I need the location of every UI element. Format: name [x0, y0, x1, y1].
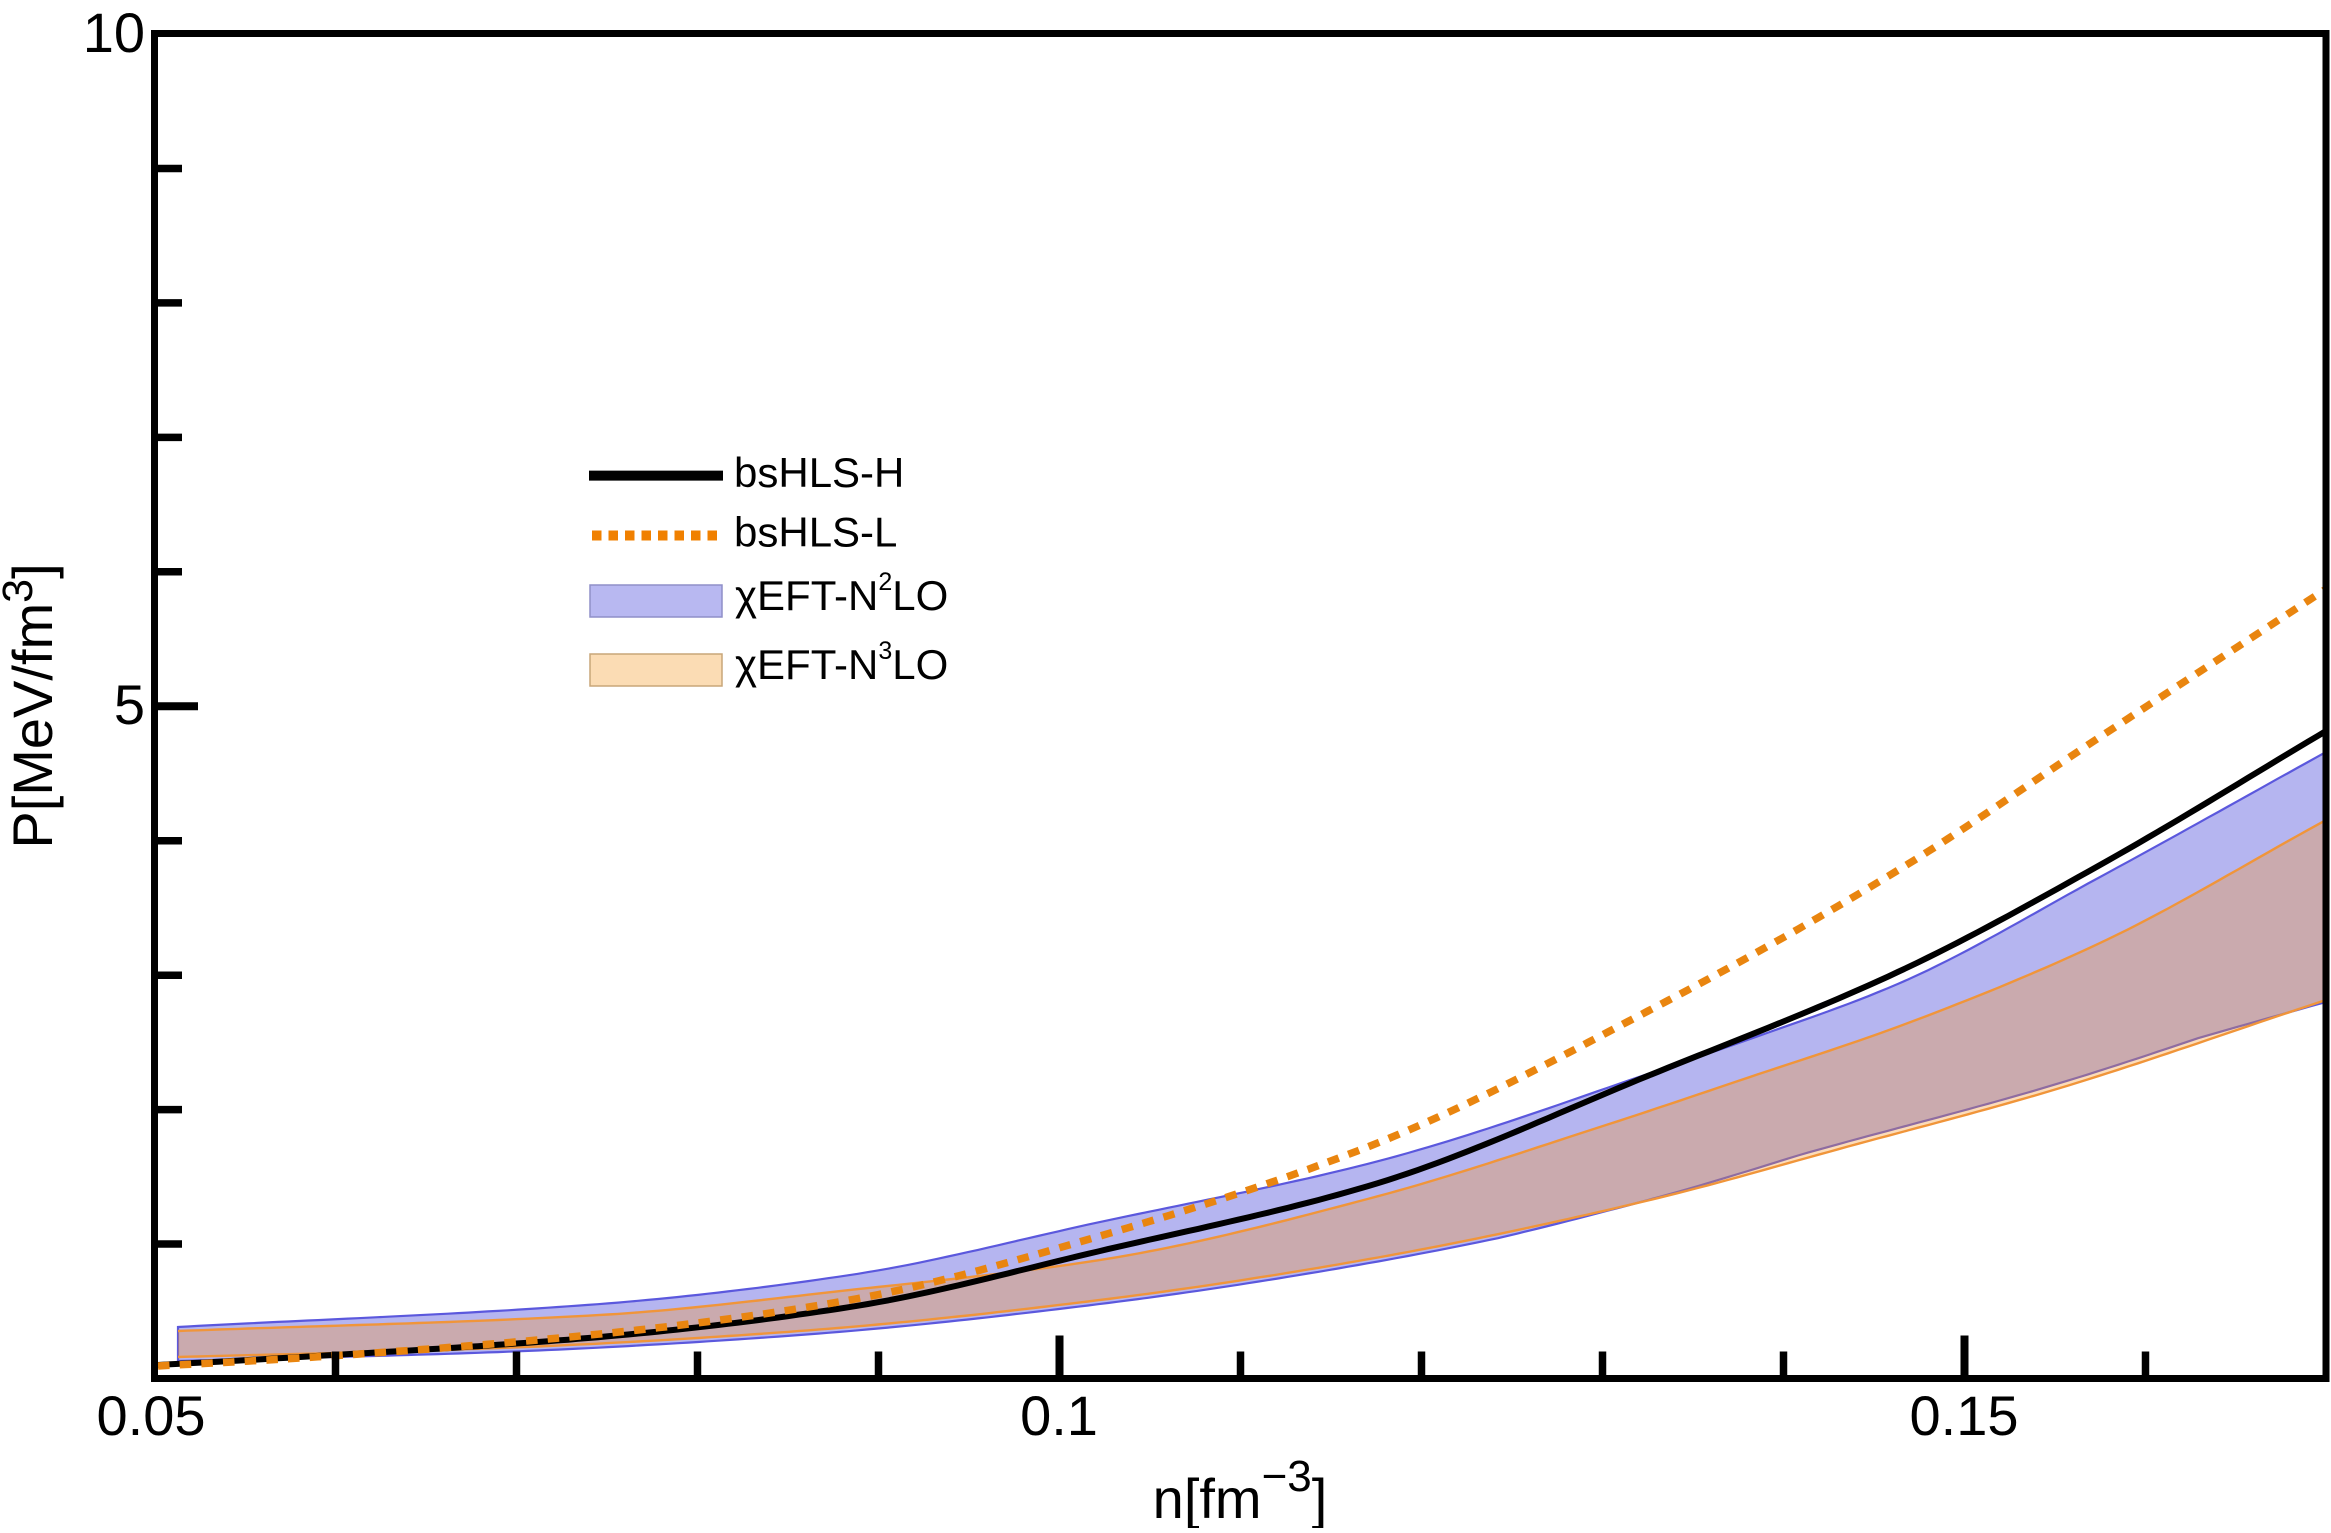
svg-text:χEFT-N3LO: χEFT-N3LO [735, 637, 948, 688]
svg-text:0.15: 0.15 [1910, 1384, 2019, 1447]
svg-text:χEFT-N2LO: χEFT-N2LO [735, 568, 948, 619]
svg-text:bsHLS-H: bsHLS-H [734, 449, 904, 496]
svg-text:P[MeV/fm3]: P[MeV/fm3] [0, 563, 64, 848]
svg-text:10: 10 [83, 1, 145, 64]
svg-text:bsHLS-L: bsHLS-L [734, 509, 897, 556]
svg-text:0.05: 0.05 [97, 1384, 206, 1447]
svg-text:0.1: 0.1 [1020, 1384, 1098, 1447]
svg-text:5: 5 [114, 673, 145, 736]
